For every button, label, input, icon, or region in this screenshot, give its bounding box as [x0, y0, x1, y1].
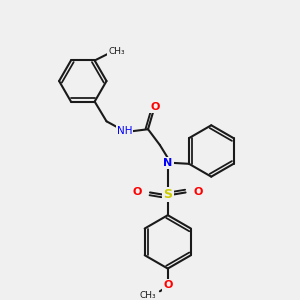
Text: NH: NH	[117, 126, 132, 136]
Text: CH₃: CH₃	[140, 291, 156, 300]
Text: O: O	[194, 188, 203, 197]
Text: S: S	[163, 188, 172, 201]
Text: O: O	[163, 280, 172, 290]
Text: N: N	[163, 158, 172, 168]
Text: O: O	[150, 101, 160, 112]
Text: O: O	[133, 188, 142, 197]
Text: CH₃: CH₃	[108, 47, 125, 56]
